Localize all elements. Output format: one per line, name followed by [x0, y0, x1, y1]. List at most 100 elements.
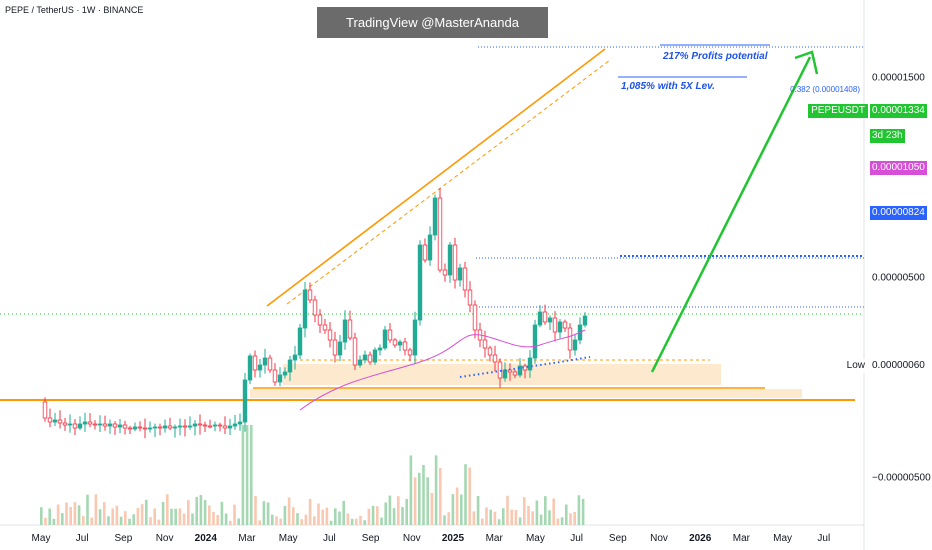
- candle: [107, 423, 113, 427]
- volume-bar: [447, 512, 450, 525]
- volume-bar: [111, 508, 114, 525]
- volume-bar: [77, 505, 81, 525]
- time-tick-label: Jul: [75, 533, 89, 544]
- volume-bar: [380, 517, 383, 525]
- volume-bar: [212, 511, 215, 525]
- volume-bar: [65, 502, 68, 525]
- volume-bar: [430, 492, 434, 525]
- volume-bar: [40, 507, 43, 525]
- candle: [372, 349, 378, 363]
- volume-bar: [241, 425, 245, 525]
- volume-bar: [191, 513, 194, 525]
- volume-bar: [577, 495, 581, 525]
- volume-bar: [464, 464, 467, 525]
- volume-bar: [220, 501, 224, 525]
- volume-bar: [292, 507, 295, 525]
- candle: [302, 289, 308, 329]
- time-tick-label: 2026: [689, 533, 712, 544]
- volume-bar: [384, 502, 387, 525]
- candle: [347, 319, 353, 339]
- volume-bar: [182, 513, 186, 525]
- volume-bar: [279, 518, 282, 525]
- price-tag: 0.00001050: [870, 161, 927, 175]
- candle: [77, 423, 83, 429]
- volume-bar: [161, 501, 165, 525]
- volume-bar: [90, 517, 93, 525]
- volume-bar: [107, 516, 110, 525]
- candle: [417, 244, 423, 321]
- candle: [227, 425, 233, 429]
- target-arrow: [650, 56, 812, 373]
- volume-bar: [73, 502, 77, 525]
- candle: [157, 426, 163, 429]
- time-tick-label: May: [278, 533, 298, 544]
- volume-bar: [132, 514, 135, 525]
- candle: [122, 424, 128, 429]
- price-tick-label: 0.00001500: [872, 72, 925, 84]
- candle: [412, 319, 418, 356]
- volume-bar: [405, 498, 408, 525]
- candle: [567, 327, 573, 351]
- volume-bar: [565, 504, 568, 525]
- volume-bar: [325, 507, 329, 525]
- candle: [147, 427, 153, 430]
- volume-bar: [544, 496, 547, 525]
- candle: [442, 269, 448, 276]
- candle: [257, 364, 263, 371]
- candle: [462, 267, 468, 291]
- candle: [337, 341, 343, 356]
- candle: [282, 371, 288, 376]
- volume-bar: [208, 505, 211, 525]
- candle: [212, 424, 218, 427]
- candle: [517, 365, 523, 376]
- price-tag: 0.00000824: [870, 206, 927, 221]
- candle: [182, 425, 188, 428]
- candle: [192, 423, 198, 427]
- time-tick-label: Nov: [155, 533, 174, 544]
- candle: [307, 289, 313, 301]
- time-tick-label: Jul: [322, 533, 336, 544]
- volume-bar: [392, 508, 396, 525]
- volume-bar: [166, 494, 169, 525]
- price-side-tag: PEPEUSDT: [808, 104, 868, 119]
- volume-bar: [199, 495, 203, 525]
- candle: [117, 424, 123, 428]
- candle: [362, 354, 368, 361]
- volume-bar: [338, 511, 341, 525]
- candle: [562, 321, 568, 329]
- volume-bar: [266, 502, 270, 525]
- volume-bar: [367, 508, 371, 525]
- candle: [202, 424, 208, 427]
- candle: [67, 423, 73, 426]
- candle: [367, 354, 373, 363]
- candle: [407, 349, 413, 356]
- profit-annotation: 217% Profits potential: [663, 51, 768, 62]
- candle: [292, 354, 298, 361]
- volume-bar: [523, 497, 526, 525]
- candle: [42, 401, 48, 419]
- candle: [162, 425, 168, 429]
- candle: [357, 359, 363, 366]
- volume-bar: [250, 425, 253, 525]
- volume-bar: [52, 518, 56, 525]
- candle: [112, 423, 118, 428]
- volume-bar: [569, 513, 572, 525]
- candle: [267, 357, 273, 371]
- volume-bar: [514, 510, 518, 525]
- volume-bar: [548, 510, 551, 525]
- volume-bar: [443, 515, 446, 525]
- price-tick-label: −0.00000500: [872, 472, 931, 484]
- time-tick-label: Jul: [817, 533, 831, 544]
- volume-bar: [401, 507, 404, 525]
- candle: [252, 355, 258, 371]
- time-tick-label: Nov: [650, 533, 668, 544]
- volume-bar: [363, 520, 366, 525]
- watermark-banner: TradingView @MasterAnanda: [317, 7, 548, 38]
- fib-level-label: 0.382 (0.00001408): [790, 85, 860, 95]
- candle: [317, 314, 323, 326]
- volume-bar: [170, 508, 173, 525]
- volume-bar: [346, 513, 350, 525]
- candle: [327, 329, 333, 341]
- candle: [382, 329, 388, 349]
